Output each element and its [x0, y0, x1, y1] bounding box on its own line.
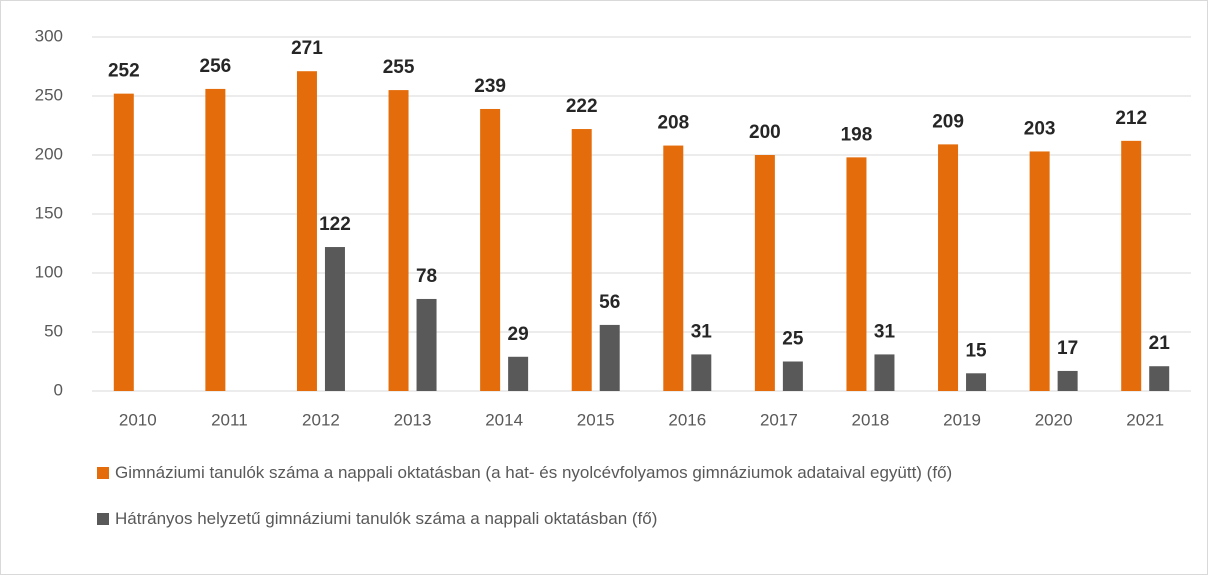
value-label: 198 [841, 124, 873, 145]
value-label: 252 [108, 61, 140, 82]
value-label: 25 [782, 329, 804, 350]
y-tick-label: 300 [35, 26, 63, 45]
x-tick-label: 2020 [1035, 410, 1073, 429]
bar [782, 361, 803, 391]
bar [1057, 370, 1078, 391]
value-label: 78 [416, 266, 437, 287]
y-tick-label: 250 [35, 85, 63, 104]
y-tick-label: 200 [35, 144, 63, 163]
bar [1121, 140, 1142, 391]
bar [296, 71, 317, 391]
bar [966, 373, 987, 391]
bar [416, 298, 437, 391]
bar [874, 354, 895, 391]
value-label: 222 [566, 96, 598, 117]
legend-swatch [97, 513, 109, 525]
bar [480, 108, 501, 391]
value-label: 271 [291, 38, 323, 59]
value-label: 29 [508, 324, 529, 345]
x-tick-label: 2016 [668, 410, 706, 429]
bar [324, 247, 345, 391]
bar [663, 145, 684, 391]
y-tick-label: 100 [35, 262, 63, 281]
bar [691, 354, 712, 391]
bar [571, 129, 592, 392]
x-tick-label: 2011 [211, 410, 248, 429]
value-label: 122 [319, 214, 351, 235]
value-label: 256 [200, 56, 232, 77]
value-label: 56 [599, 292, 620, 313]
value-label: 31 [874, 321, 896, 342]
x-tick-label: 2021 [1126, 410, 1164, 429]
value-label: 255 [383, 57, 415, 78]
x-tick-label: 2010 [119, 410, 157, 429]
value-label: 15 [965, 340, 987, 361]
legend-swatch [97, 467, 109, 479]
bar [205, 88, 226, 392]
legend-item: Hátrányos helyzetű gimnáziumi tanulók sz… [97, 507, 1157, 531]
value-label: 208 [657, 113, 689, 134]
value-label: 21 [1149, 333, 1171, 354]
plot: 0 50 100 150 200 250 300 2010 252 2011 256 2012 271 1… [35, 26, 1191, 429]
x-tick-label: 2012 [302, 410, 340, 429]
bar [1149, 366, 1170, 391]
bar [388, 90, 409, 391]
bar [754, 155, 775, 391]
legend-label: Hátrányos helyzetű gimnáziumi tanulók sz… [115, 509, 658, 528]
x-tick-label: 2013 [394, 410, 432, 429]
value-label: 200 [749, 122, 781, 143]
x-tick-label: 2017 [760, 410, 798, 429]
value-label: 203 [1024, 118, 1056, 139]
y-tick-label: 0 [54, 380, 63, 399]
bar [846, 157, 867, 391]
bar [938, 144, 959, 391]
x-tick-label: 2019 [943, 410, 981, 429]
bar [113, 93, 134, 391]
legend: Gimnáziumi tanulók száma a nappali oktat… [97, 461, 1157, 553]
y-tick-label: 50 [44, 321, 63, 340]
x-tick-label: 2018 [852, 410, 890, 429]
legend-item: Gimnáziumi tanulók száma a nappali oktat… [97, 461, 1157, 485]
x-tick-label: 2015 [577, 410, 615, 429]
bar [599, 324, 620, 391]
y-tick-label: 150 [35, 203, 63, 222]
value-label: 209 [932, 111, 964, 132]
value-label: 17 [1057, 338, 1078, 359]
x-tick-label: 2014 [485, 410, 523, 429]
bar [508, 356, 529, 391]
legend-label: Gimnáziumi tanulók száma a nappali oktat… [115, 463, 953, 482]
value-label: 31 [691, 321, 713, 342]
value-label: 239 [474, 76, 506, 97]
bar [1029, 151, 1050, 391]
value-label: 212 [1115, 108, 1147, 129]
